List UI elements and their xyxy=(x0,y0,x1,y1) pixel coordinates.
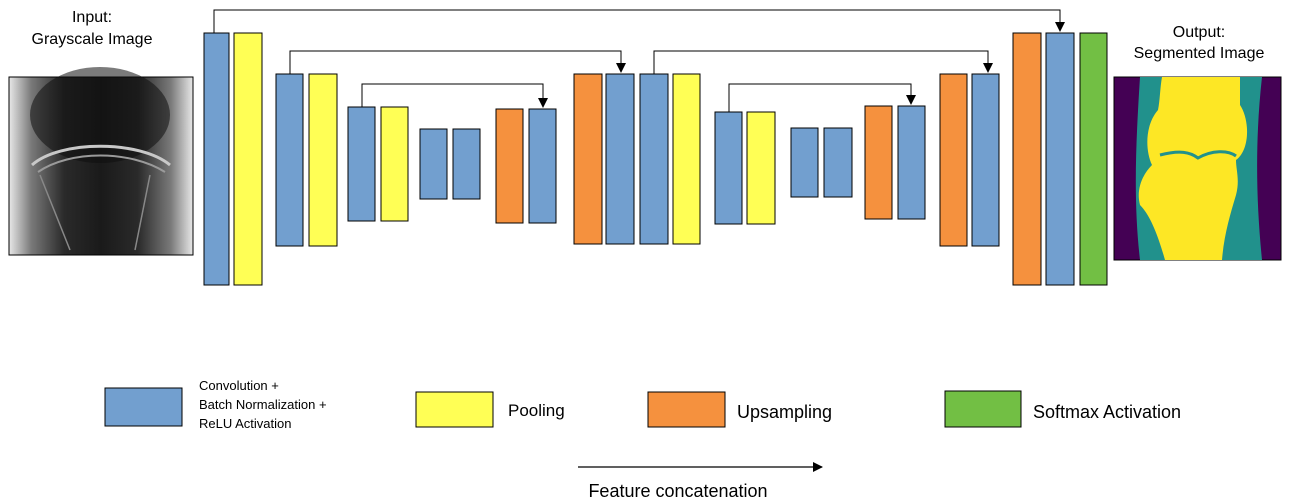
skip-connection-level2 xyxy=(289,50,626,74)
bottleneck2-conv-block-a xyxy=(790,127,819,198)
output-label-line2: Segmented Image xyxy=(1134,45,1265,62)
skip-connection-level3 xyxy=(361,83,548,108)
decoder2-conv-block xyxy=(605,73,635,245)
output-segmented-image xyxy=(1113,76,1282,261)
output-label-line1: Output: xyxy=(1173,24,1225,41)
skip-connection-level2b xyxy=(653,50,993,74)
softmax-block xyxy=(1079,32,1108,286)
input-label-line2: Grayscale Image xyxy=(32,31,153,48)
legend-softmax-label: Softmax Activation xyxy=(1033,402,1181,422)
legend-upsample-swatch xyxy=(647,391,726,428)
legend-concat-label: Feature concatenation xyxy=(588,481,767,501)
skip-connection-level3b xyxy=(728,83,916,112)
input-label-line1: Input: xyxy=(72,9,112,26)
encoder2-conv-block xyxy=(275,73,304,247)
encoder3b-pool-block xyxy=(746,111,776,225)
decoder3b-conv-block xyxy=(897,105,926,220)
encoder2b-conv-block xyxy=(639,73,669,245)
encoder3-conv-block xyxy=(347,106,376,222)
decoder3-conv-block xyxy=(528,108,557,224)
legend: Convolution + Batch Normalization + ReLU… xyxy=(104,378,1181,501)
encoder1-conv-block xyxy=(203,32,230,286)
decoder2b-conv-block xyxy=(971,73,1000,247)
decoder1-upsample-block xyxy=(1012,32,1042,286)
encoder2b-pool-block xyxy=(672,73,701,245)
encoder1-pool-block xyxy=(233,32,263,286)
skip-connections xyxy=(213,9,1065,112)
decoder2b-upsample-block xyxy=(939,73,968,247)
decoder3b-upsample-block xyxy=(864,105,893,220)
encoder2-pool-block xyxy=(308,73,338,247)
legend-conv-label-line1: Convolution + xyxy=(199,378,279,393)
encoder3b-conv-block xyxy=(714,111,743,225)
decoder3-upsample-block xyxy=(495,108,524,224)
bottleneck1-conv-block-b xyxy=(452,128,481,200)
legend-conv-swatch xyxy=(104,387,183,427)
decoder2-upsample-block xyxy=(573,73,603,245)
input-xray-image xyxy=(8,67,194,256)
bottleneck2-conv-block-b xyxy=(823,127,853,198)
legend-pool-swatch xyxy=(415,391,494,428)
legend-pool-label: Pooling xyxy=(508,401,565,420)
encoder3-pool-block xyxy=(380,106,409,222)
decoder1-conv-block xyxy=(1045,32,1075,286)
network-blocks xyxy=(203,32,1108,286)
legend-softmax-swatch xyxy=(944,390,1022,428)
bottleneck1-conv-block-a xyxy=(419,128,448,200)
legend-conv-label-line3: ReLU Activation xyxy=(199,416,292,431)
legend-conv-label-line2: Batch Normalization + xyxy=(199,397,327,412)
skip-connection-level1 xyxy=(213,9,1065,33)
legend-upsample-label: Upsampling xyxy=(737,402,832,422)
